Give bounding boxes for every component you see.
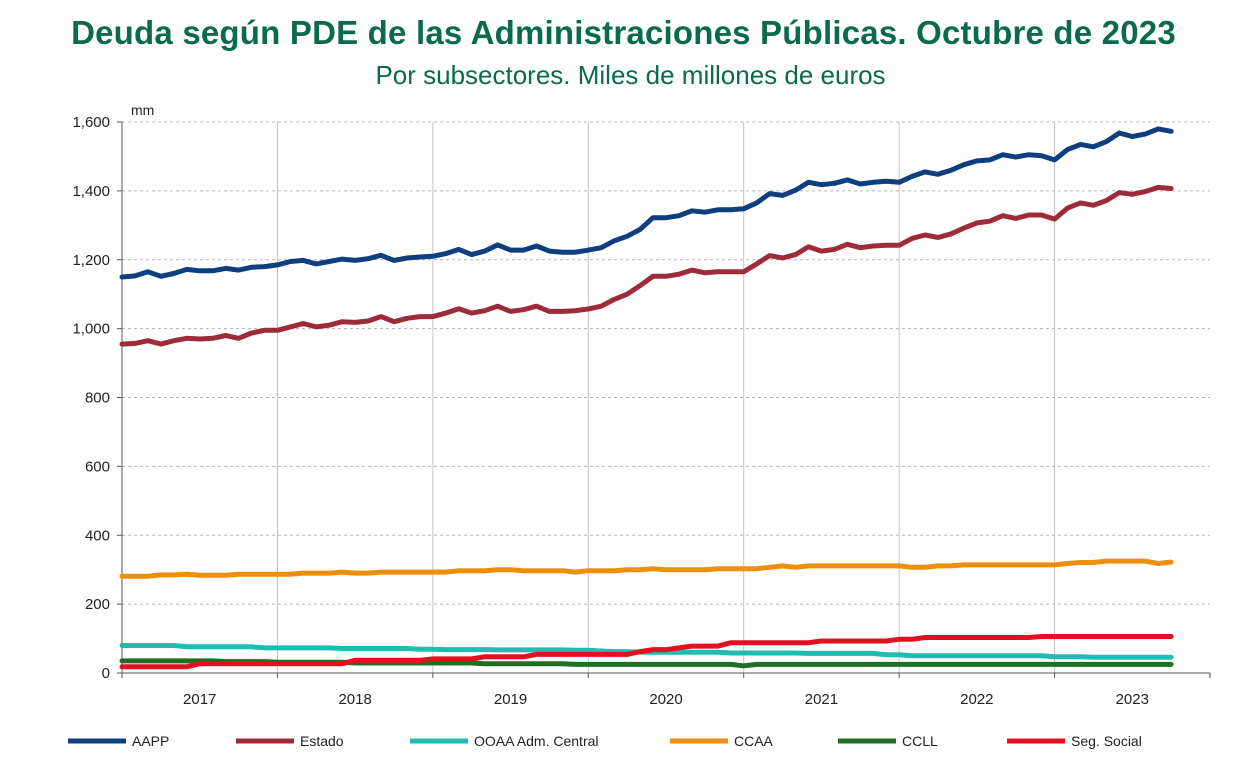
series-line-estado bbox=[119, 184, 1174, 347]
y-tick-label: 400 bbox=[85, 527, 110, 544]
y-tick-label: 1,000 bbox=[72, 321, 110, 338]
y-tick-label: 600 bbox=[85, 458, 110, 475]
series-line-seg-social bbox=[119, 634, 1174, 670]
series-line-aapp bbox=[119, 126, 1174, 280]
legend-label: CCLL bbox=[902, 733, 938, 749]
series-line-ccaa bbox=[119, 558, 1174, 579]
y-tick-label: 1,200 bbox=[72, 252, 110, 269]
x-tick-label: 2022 bbox=[960, 691, 993, 708]
legend-label: AAPP bbox=[132, 733, 169, 749]
y-axis-unit-label: mm bbox=[131, 102, 154, 118]
chart-title: Deuda según PDE de las Administraciones … bbox=[71, 14, 1176, 51]
x-tick-label: 2020 bbox=[649, 691, 682, 708]
y-tick-label: 1,400 bbox=[72, 183, 110, 200]
y-tick-label: 0 bbox=[102, 665, 110, 682]
x-tick-label: 2021 bbox=[805, 691, 838, 708]
legend-label: Estado bbox=[300, 733, 344, 749]
y-tick-label: 200 bbox=[85, 596, 110, 613]
y-tick-label: 1,600 bbox=[72, 114, 110, 131]
legend-label: OOAA Adm. Central bbox=[474, 733, 599, 749]
x-tick-label: 2019 bbox=[494, 691, 527, 708]
x-tick-label: 2023 bbox=[1116, 691, 1149, 708]
legend-label: CCAA bbox=[734, 733, 774, 749]
y-tick-label: 800 bbox=[85, 390, 110, 407]
x-tick-label: 2018 bbox=[338, 691, 371, 708]
chart-subtitle: Por subsectores. Miles de millones de eu… bbox=[375, 60, 886, 90]
legend-label: Seg. Social bbox=[1071, 733, 1142, 749]
x-tick-label: 2017 bbox=[183, 691, 216, 708]
